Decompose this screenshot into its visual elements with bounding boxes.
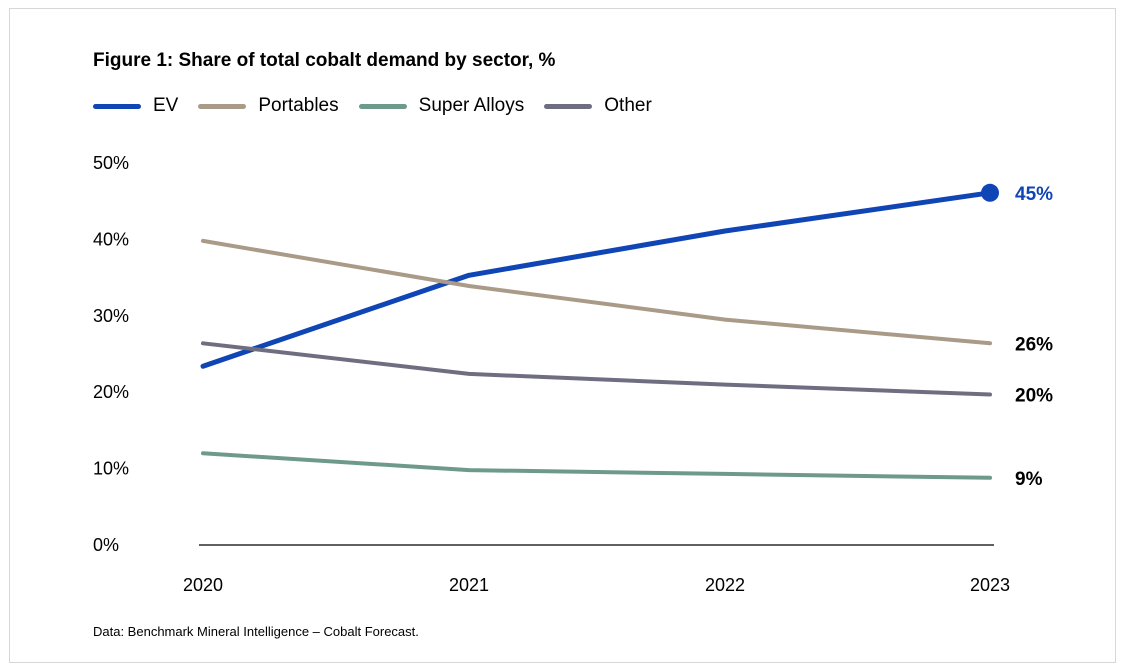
y-tick-label: 0% xyxy=(93,535,119,555)
series-line-super-alloys xyxy=(201,451,992,480)
legend-label-portables: Portables xyxy=(258,95,339,116)
legend-label-ev: EV xyxy=(153,95,179,116)
chart-title: Figure 1: Share of total cobalt demand b… xyxy=(93,50,556,71)
y-tick-label: 20% xyxy=(93,382,129,402)
legend-label-super-alloys: Super Alloys xyxy=(418,95,525,116)
legend-swatch-other xyxy=(544,103,593,109)
legend-label-other: Other xyxy=(604,95,652,116)
legend-item-portables: Portables xyxy=(198,95,339,117)
x-tick-label: 2022 xyxy=(705,575,745,595)
legend-item-super-alloys: Super Alloys xyxy=(358,95,525,117)
series-line-other xyxy=(201,341,992,397)
figure-frame xyxy=(9,8,1116,663)
series-line-portables xyxy=(201,238,992,346)
legend-swatch-ev xyxy=(93,103,141,109)
legend-item-ev: EV xyxy=(93,95,178,117)
y-tick-label: 10% xyxy=(93,459,129,479)
series-end-marker-ev xyxy=(981,183,999,202)
series-end-label-ev: 45% xyxy=(1015,184,1053,205)
series-line-ev xyxy=(200,190,993,369)
chart-legend: EV Portables Super Alloys Other xyxy=(93,95,672,117)
y-tick-label: 30% xyxy=(93,306,129,326)
series-end-label-portables: 26% xyxy=(1015,334,1053,355)
data-source-note: Data: Benchmark Mineral Intelligence – C… xyxy=(93,624,419,639)
y-tick-label: 40% xyxy=(93,229,129,249)
y-tick-label: 50% xyxy=(93,153,129,173)
legend-item-other: Other xyxy=(544,95,652,117)
x-tick-label: 2020 xyxy=(183,575,223,595)
legend-swatch-super-alloys xyxy=(358,103,407,109)
legend-swatch-portables xyxy=(198,103,247,109)
series-end-label-other: 20% xyxy=(1015,385,1053,406)
x-tick-label: 2023 xyxy=(970,575,1010,595)
x-tick-label: 2021 xyxy=(449,575,489,595)
series-end-label-super-alloys: 9% xyxy=(1015,469,1043,490)
